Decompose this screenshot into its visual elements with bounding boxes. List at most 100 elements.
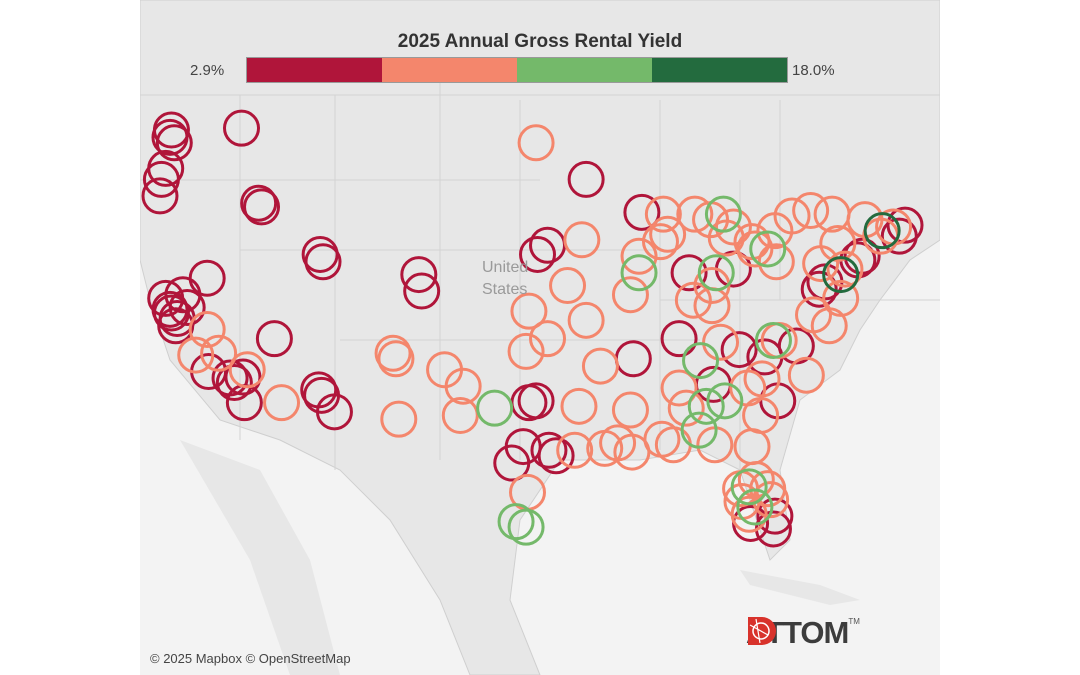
metro-marker[interactable]	[620, 237, 658, 275]
metro-marker[interactable]	[611, 391, 649, 429]
metro-marker[interactable]	[702, 323, 740, 361]
metro-marker[interactable]	[157, 307, 195, 345]
metro-marker[interactable]	[224, 358, 262, 396]
metro-marker[interactable]	[441, 396, 479, 434]
metro-marker[interactable]	[649, 215, 687, 253]
metro-marker[interactable]	[493, 444, 531, 482]
metro-marker[interactable]	[529, 320, 567, 358]
metro-marker[interactable]	[507, 332, 545, 370]
land-mexico	[180, 440, 340, 675]
metro-marker[interactable]	[676, 195, 714, 233]
metro-marker[interactable]	[497, 503, 535, 541]
metro-marker[interactable]	[374, 334, 412, 372]
metro-marker[interactable]	[611, 276, 649, 314]
metro-marker[interactable]	[586, 429, 624, 467]
metro-marker[interactable]	[680, 411, 718, 449]
metro-marker[interactable]	[444, 367, 482, 405]
metro-marker[interactable]	[519, 235, 557, 273]
metro-marker[interactable]	[240, 184, 278, 222]
map-view[interactable]: United States 2025 Annual Gross Rental Y…	[140, 0, 940, 675]
legend-color-bar	[246, 57, 788, 83]
attom-logo-icon	[748, 617, 776, 645]
metro-marker[interactable]	[400, 256, 438, 294]
metro-marker[interactable]	[141, 177, 179, 215]
metro-marker[interactable]	[697, 254, 735, 292]
metro-marker[interactable]	[581, 347, 619, 385]
metro-marker[interactable]	[674, 281, 712, 319]
legend-max-label: 18.0%	[792, 62, 835, 79]
metro-marker[interactable]	[549, 267, 587, 305]
metro-marker[interactable]	[255, 320, 293, 358]
metro-marker[interactable]	[730, 468, 768, 506]
legend-bin-1	[247, 58, 382, 82]
metro-marker[interactable]	[660, 320, 698, 358]
metro-marker[interactable]	[720, 331, 758, 369]
metro-marker[interactable]	[155, 124, 193, 162]
metro-marker[interactable]	[507, 508, 545, 546]
metro-marker[interactable]	[819, 224, 857, 262]
metro-marker[interactable]	[263, 384, 301, 422]
metro-marker[interactable]	[188, 259, 226, 297]
metro-marker[interactable]	[142, 160, 180, 198]
metro-marker[interactable]	[556, 431, 594, 469]
metro-marker[interactable]	[530, 431, 568, 469]
land-cuba	[740, 570, 860, 605]
metro-marker[interactable]	[687, 387, 725, 425]
metro-marker[interactable]	[670, 254, 708, 292]
metro-marker[interactable]	[177, 336, 215, 374]
metro-marker[interactable]	[200, 334, 238, 372]
metro-marker[interactable]	[151, 118, 189, 156]
metro-marker[interactable]	[792, 192, 830, 230]
metro-marker[interactable]	[243, 188, 281, 226]
metro-marker[interactable]	[826, 250, 864, 288]
metro-marker[interactable]	[756, 212, 794, 250]
metro-marker[interactable]	[756, 497, 794, 535]
metro-marker[interactable]	[641, 223, 679, 261]
metro-marker[interactable]	[863, 212, 901, 250]
metro-marker[interactable]	[714, 208, 752, 246]
metro-marker[interactable]	[736, 488, 774, 526]
metro-marker[interactable]	[757, 243, 795, 281]
metro-marker[interactable]	[228, 351, 266, 389]
metro-marker[interactable]	[303, 376, 341, 414]
metro-marker[interactable]	[567, 160, 605, 198]
attom-logo: ATTOM TM	[746, 615, 860, 651]
metro-marker[interactable]	[787, 356, 825, 394]
metro-marker[interactable]	[377, 340, 415, 378]
metro-marker[interactable]	[223, 109, 260, 147]
metro-marker[interactable]	[800, 270, 838, 308]
metro-marker[interactable]	[510, 292, 548, 330]
metro-marker[interactable]	[706, 382, 744, 420]
metro-marker[interactable]	[729, 369, 767, 407]
metro-marker[interactable]	[660, 369, 698, 407]
metro-marker[interactable]	[644, 195, 682, 233]
metro-marker[interactable]	[822, 279, 860, 317]
metro-marker[interactable]	[537, 437, 575, 475]
metro-marker[interactable]	[517, 124, 555, 162]
metro-marker[interactable]	[620, 254, 658, 292]
metro-marker[interactable]	[567, 301, 605, 339]
legend-title: 2025 Annual Gross Rental Yield	[397, 31, 683, 52]
metro-marker[interactable]	[215, 364, 253, 402]
metro-marker[interactable]	[667, 389, 705, 427]
metro-marker[interactable]	[623, 193, 661, 231]
land-north-america	[140, 0, 940, 675]
metro-marker[interactable]	[704, 195, 742, 233]
metro-marker[interactable]	[810, 307, 848, 345]
metro-marker[interactable]	[736, 230, 774, 268]
metro-marker[interactable]	[822, 256, 860, 294]
metro-marker[interactable]	[188, 310, 226, 348]
metro-marker[interactable]	[147, 279, 185, 317]
map-credit[interactable]: © 2025 Mapbox © OpenStreetMap	[150, 651, 351, 666]
metro-marker[interactable]	[380, 400, 418, 438]
metro-marker[interactable]	[749, 230, 787, 268]
metro-marker[interactable]	[563, 221, 601, 259]
metro-marker[interactable]	[476, 389, 514, 427]
metro-marker[interactable]	[754, 321, 792, 359]
metro-marker[interactable]	[304, 243, 342, 281]
metro-marker[interactable]	[682, 342, 720, 380]
metro-marker[interactable]	[880, 217, 918, 255]
metro-marker[interactable]	[560, 387, 598, 425]
metro-marker[interactable]	[168, 289, 206, 327]
metro-marker[interactable]	[403, 272, 441, 310]
